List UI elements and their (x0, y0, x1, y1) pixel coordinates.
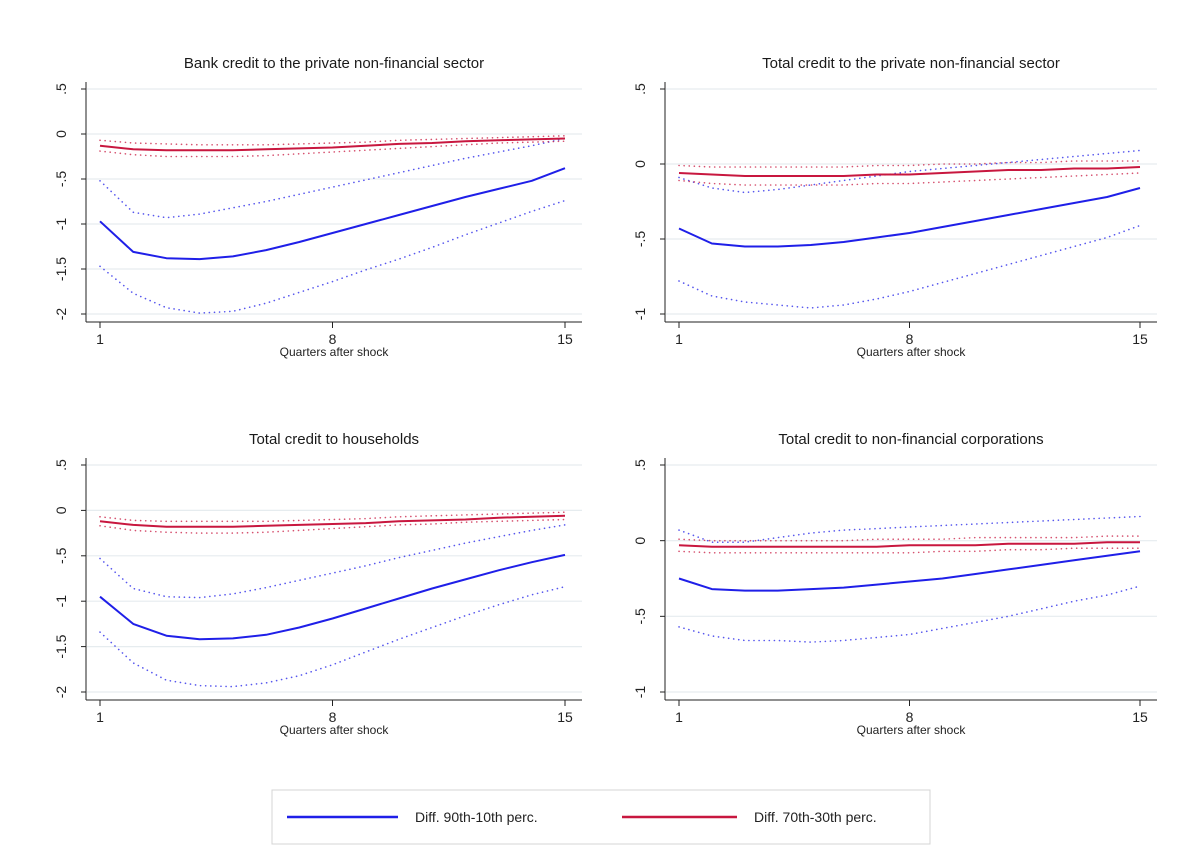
y-tick-label-1-1: 0 (53, 130, 69, 138)
series-line-2-0-diff-90th-10th-perc (678, 187, 1141, 248)
panel-title-1: Bank credit to the private non-financial… (184, 55, 484, 72)
series-line-3-0-diff-90th-10th-perc (99, 553, 566, 641)
y-tick-label-3-2: -.5 (53, 547, 69, 564)
panel-2: .5 0 -.5 -1 1 8 15 Quarters after shock Total cr… (632, 55, 1157, 359)
x-tick-label-2-1: 8 (906, 331, 914, 347)
series-line-1-5-band (99, 140, 566, 158)
y-tick-label-4-0: .5 (632, 459, 648, 471)
series-line-2-4-band (678, 160, 1141, 168)
panel-title-2: Total credit to the private non-financia… (762, 55, 1060, 72)
panel-3: .5 0 -.5 -1 -1.5 -2 1 8 15 Quarters after shock To… (53, 431, 582, 737)
panel-4: .5 0 -.5 -1 1 8 15 Quarters after shock Total cr… (632, 431, 1157, 737)
x-tick-label-4-1: 8 (906, 709, 914, 725)
x-tick-label-4-0: 1 (675, 709, 683, 725)
x-axis-label-1: Quarters after shock (280, 345, 390, 359)
series-line-4-1-band (678, 515, 1141, 544)
y-tick-label-2-0: .5 (632, 83, 648, 95)
y-tick-label-3-3: -1 (53, 595, 69, 608)
legend-label-70-30: Diff. 70th-30th perc. (754, 809, 877, 825)
y-tick-label-1-4: -1.5 (53, 257, 69, 281)
series-line-1-4-band (99, 135, 566, 146)
y-tick-label-2-1: 0 (632, 160, 648, 168)
y-tick-label-1-5: -2 (53, 308, 69, 321)
x-tick-label-3-0: 1 (96, 709, 104, 725)
series-line-3-5-band (99, 518, 566, 534)
x-tick-label-1-0: 1 (96, 331, 104, 347)
series-line-4-0-diff-90th-10th-perc (678, 550, 1141, 592)
series-line-1-2-band (99, 199, 566, 314)
y-tick-label-2-2: -.5 (632, 231, 648, 248)
y-tick-label-3-1: 0 (53, 506, 69, 514)
x-tick-label-1-1: 8 (329, 331, 337, 347)
series-line-2-1-band (678, 149, 1141, 194)
legend-label-90-10: Diff. 90th-10th perc. (415, 809, 538, 825)
x-tick-label-3-2: 15 (557, 709, 573, 725)
x-axis-label-4: Quarters after shock (857, 723, 967, 737)
y-tick-label-3-5: -2 (53, 686, 69, 699)
y-tick-label-2-3: -1 (632, 308, 648, 321)
y-tick-label-4-3: -1 (632, 686, 648, 699)
x-tick-label-1-2: 15 (557, 331, 573, 347)
series-line-4-5-band (678, 547, 1141, 554)
series-line-4-3-diff-70th-30th-perc (678, 541, 1140, 548)
panel-1: .5 0 -.5 -1 -1.5 -2 1 8 15 Quarters after shock Ba… (53, 55, 582, 359)
x-tick-label-3-1: 8 (329, 709, 337, 725)
series-line-4-4-band (678, 535, 1141, 542)
series-line-2-5-band (678, 172, 1141, 186)
y-tick-label-3-0: .5 (53, 459, 69, 471)
x-axis-label-2: Quarters after shock (857, 345, 967, 359)
y-tick-label-1-0: .5 (53, 83, 69, 95)
x-axis-label-3: Quarters after shock (280, 723, 390, 737)
y-tick-label-4-2: -.5 (632, 608, 648, 625)
x-tick-label-2-0: 1 (675, 331, 683, 347)
series-line-1-3-diff-70th-30th-perc (99, 137, 566, 152)
x-tick-label-2-2: 15 (1132, 331, 1148, 347)
legend: Diff. 90th-10th perc. Diff. 70th-30th pe… (271, 789, 931, 845)
y-tick-label-4-1: 0 (632, 537, 648, 545)
panel-title-4: Total credit to non-financial corporatio… (778, 431, 1043, 448)
series-line-1-0-diff-90th-10th-perc (99, 167, 566, 261)
series-line-2-3-diff-70th-30th-perc (678, 166, 1141, 177)
y-tick-label-1-2: -.5 (53, 171, 69, 188)
x-tick-label-4-2: 15 (1132, 709, 1148, 725)
series-line-3-4-band (99, 511, 566, 523)
series-line-3-3-diff-70th-30th-perc (99, 514, 566, 528)
panel-title-3: Total credit to households (249, 431, 419, 448)
y-tick-label-1-3: -1 (53, 218, 69, 231)
y-tick-label-3-4: -1.5 (53, 634, 69, 658)
